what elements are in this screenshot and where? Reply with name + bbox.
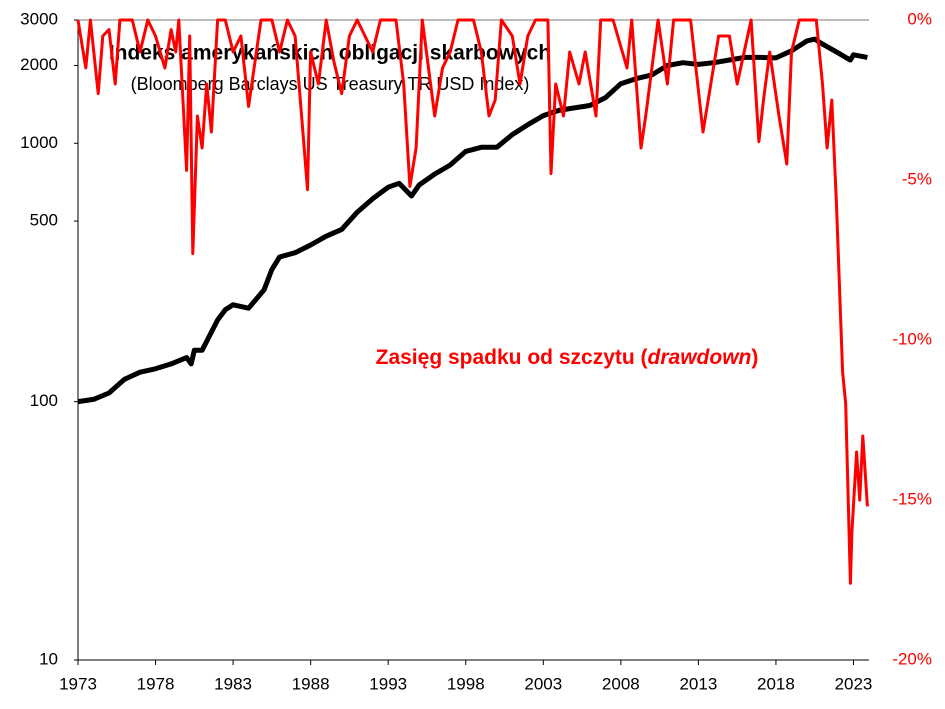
- annotation-part: Zasięg spadku od szczytu (: [376, 346, 648, 369]
- y2-tick-label: -15%: [892, 489, 932, 508]
- y-tick-label: 100: [30, 391, 58, 410]
- x-tick-label: 1978: [137, 674, 175, 693]
- y-tick-label: 1000: [20, 133, 58, 152]
- annotation: Zasięg spadku od szczytu (drawdown): [376, 346, 759, 369]
- series-line: [76, 18, 869, 585]
- y2-tick-label: -5%: [902, 169, 932, 188]
- annotation-part: ): [751, 346, 758, 369]
- x-tick-label: 1988: [292, 674, 330, 693]
- x-tick-label: 1983: [214, 674, 252, 693]
- y2-tick-label: 0%: [907, 9, 932, 28]
- x-tick-label: 2018: [757, 674, 795, 693]
- series-line: [77, 36, 868, 405]
- x-tick-label: 1973: [59, 674, 97, 693]
- x-tick-label: 2023: [835, 674, 873, 693]
- x-tick-label: 2003: [524, 674, 562, 693]
- x-tick-label: 1998: [447, 674, 485, 693]
- y-tick-label: 500: [30, 211, 58, 230]
- chart-title: Indeks amerykańskich obligacji skarbowyc…: [109, 42, 551, 65]
- y2-tick-label: -20%: [892, 649, 932, 668]
- annotation-part: drawdown: [648, 346, 752, 369]
- x-tick-label: 1993: [369, 674, 407, 693]
- y2-tick-label: -10%: [892, 329, 932, 348]
- y-tick-label: 2000: [20, 55, 58, 74]
- x-tick-label: 2013: [679, 674, 717, 693]
- y-tick-label: 10: [39, 649, 58, 668]
- y-tick-label: 3000: [20, 9, 58, 28]
- x-tick-label: 2008: [602, 674, 640, 693]
